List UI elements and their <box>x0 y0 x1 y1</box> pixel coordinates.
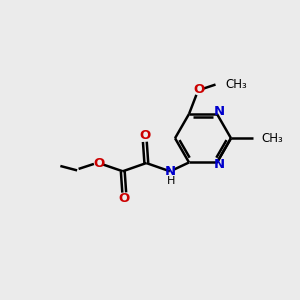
Text: H: H <box>167 176 176 186</box>
Text: O: O <box>118 192 130 205</box>
Text: N: N <box>164 165 175 178</box>
Text: N: N <box>214 158 225 171</box>
Text: O: O <box>94 157 105 169</box>
Text: N: N <box>214 105 225 119</box>
Text: CH₃: CH₃ <box>261 132 283 145</box>
Text: O: O <box>193 83 204 96</box>
Text: O: O <box>139 129 151 142</box>
Text: CH₃: CH₃ <box>225 78 247 91</box>
